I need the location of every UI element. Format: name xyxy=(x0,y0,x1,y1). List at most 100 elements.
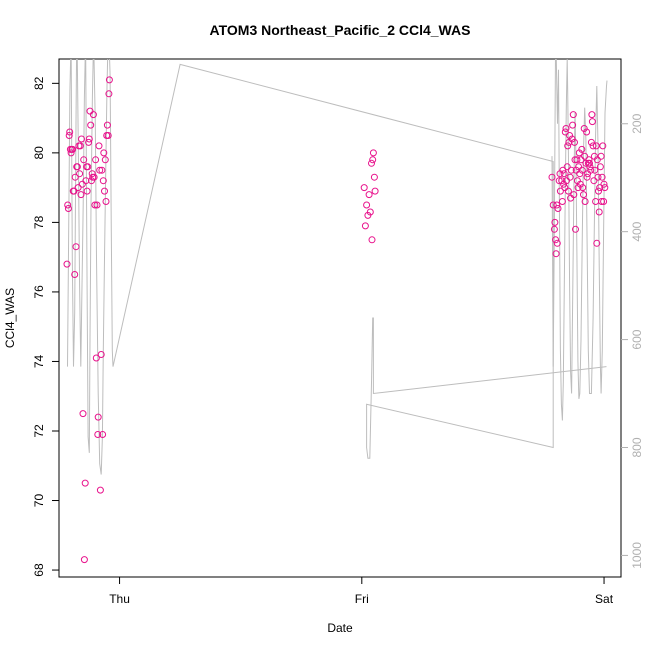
data-point xyxy=(94,431,102,438)
data-point xyxy=(91,201,99,209)
data-point xyxy=(576,170,584,178)
data-point xyxy=(550,225,558,233)
data-point xyxy=(99,177,107,185)
data-point xyxy=(366,208,374,216)
data-point xyxy=(586,159,593,167)
data-point xyxy=(81,479,89,487)
data-point xyxy=(583,173,591,181)
data-point xyxy=(93,201,101,209)
data-point xyxy=(67,149,75,157)
data-point xyxy=(598,173,606,181)
y-tick-label: 72 xyxy=(32,424,46,438)
data-point xyxy=(593,156,601,164)
data-point xyxy=(564,142,572,150)
data-point xyxy=(74,184,82,192)
data-point xyxy=(65,132,73,139)
data-point xyxy=(69,145,77,153)
data-point xyxy=(90,173,98,181)
data-point xyxy=(598,198,606,205)
data-point xyxy=(76,170,84,178)
data-point xyxy=(101,156,109,164)
x-tick-label: Fri xyxy=(355,592,369,606)
data-point xyxy=(596,184,604,192)
data-point xyxy=(92,156,100,164)
y-tick-label: 70 xyxy=(32,494,46,508)
data-point xyxy=(99,431,107,438)
data-point xyxy=(72,243,80,251)
y2-tick-label: 400 xyxy=(630,221,644,241)
y-tick-label: 80 xyxy=(32,146,46,160)
data-point xyxy=(105,90,113,98)
data-point xyxy=(94,413,102,421)
data-point xyxy=(572,225,579,233)
data-point xyxy=(580,191,587,199)
data-point xyxy=(559,166,567,174)
data-point xyxy=(64,201,72,209)
data-point xyxy=(79,410,87,418)
data-point xyxy=(77,191,85,199)
data-point xyxy=(85,135,93,143)
altitude-line-1 xyxy=(551,59,608,421)
y-tick-label: 68 xyxy=(32,563,46,577)
data-point xyxy=(552,250,560,258)
data-point xyxy=(579,184,587,192)
data-point xyxy=(581,198,589,205)
data-point xyxy=(369,149,377,157)
x-tick-label: Thu xyxy=(109,592,130,606)
data-point xyxy=(365,191,373,199)
data-point xyxy=(592,198,600,205)
data-point xyxy=(554,205,562,212)
data-point xyxy=(564,187,572,195)
data-point xyxy=(63,260,71,268)
data-point xyxy=(78,135,85,143)
data-point xyxy=(363,201,371,209)
data-point xyxy=(558,198,566,205)
data-point xyxy=(549,201,557,209)
data-point xyxy=(570,191,578,199)
data-point xyxy=(583,128,591,136)
data-point xyxy=(578,145,586,153)
data-point xyxy=(80,556,88,564)
altitude-trace xyxy=(67,59,608,475)
y-tick-label: 74 xyxy=(32,354,46,368)
secondary-y-axis: 200 400 600 800 1000 xyxy=(621,113,644,569)
y-tick-label: 76 xyxy=(32,285,46,299)
y2-tick-label: 1000 xyxy=(630,542,644,569)
data-point xyxy=(80,156,88,164)
data-point xyxy=(97,351,105,358)
data-point xyxy=(85,138,93,146)
data-point xyxy=(100,149,108,157)
data-point xyxy=(569,111,577,119)
data-point xyxy=(589,142,597,150)
data-point xyxy=(567,166,575,174)
data-point xyxy=(98,166,106,174)
data-point xyxy=(76,142,84,150)
data-point xyxy=(553,201,561,209)
chart-title: ATOM3 Northeast_Pacific_2 CCl4_WAS xyxy=(210,22,471,38)
data-point xyxy=(64,205,72,212)
data-point xyxy=(103,121,111,129)
data-point xyxy=(371,187,379,195)
data-point xyxy=(594,173,602,181)
altitude-line-0 xyxy=(67,59,607,475)
data-point xyxy=(561,184,569,192)
data-point xyxy=(588,111,596,119)
data-point xyxy=(553,239,561,247)
data-point xyxy=(105,76,113,84)
data-point xyxy=(368,236,376,244)
data-point xyxy=(71,271,79,278)
data-point xyxy=(600,198,608,205)
data-point xyxy=(71,173,79,181)
data-point xyxy=(588,118,596,126)
data-point xyxy=(558,177,566,185)
data-point xyxy=(586,163,594,171)
data-point xyxy=(578,166,586,174)
data-point xyxy=(599,142,607,150)
data-point xyxy=(88,170,96,178)
data-point xyxy=(361,222,369,230)
plot-area-frame xyxy=(58,58,622,578)
data-point xyxy=(556,187,564,195)
data-point xyxy=(580,125,588,132)
data-point xyxy=(102,198,110,205)
data-point xyxy=(551,218,559,226)
